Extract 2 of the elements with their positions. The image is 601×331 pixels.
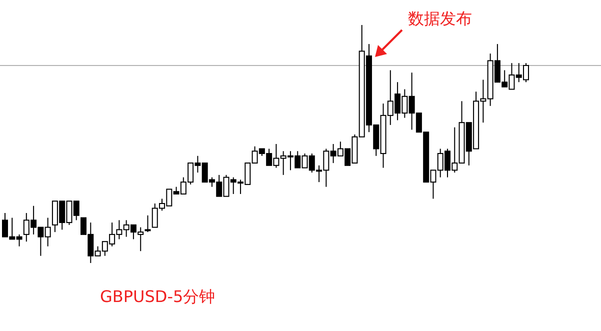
annotation: GBPUSD-5分钟 [100, 287, 216, 306]
annotation: 数据发布 [408, 9, 472, 28]
